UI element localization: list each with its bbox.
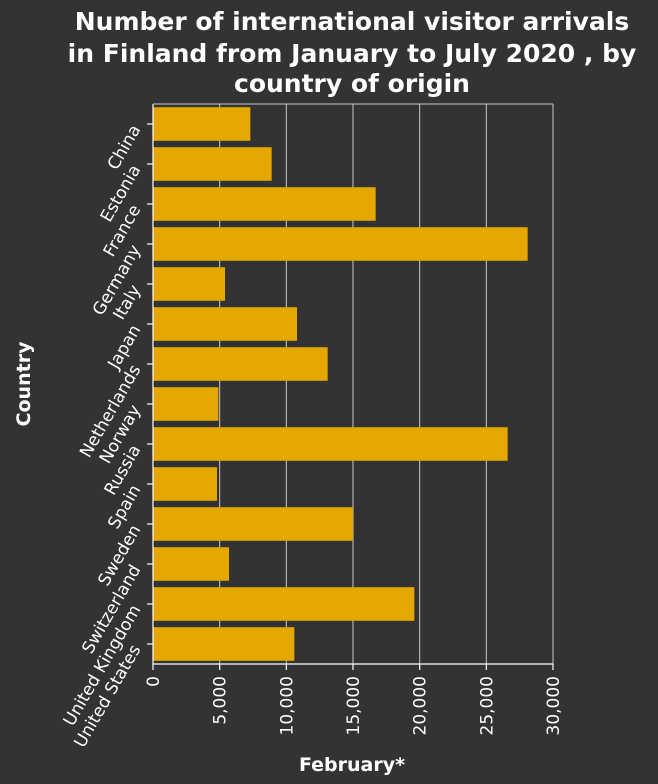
bar-china [153, 107, 251, 141]
bar-sweden [153, 507, 353, 541]
bar-france [153, 187, 376, 221]
title-line-3: country of origin [234, 69, 470, 98]
title-line-1: Number of international visitor arrivals [75, 7, 630, 36]
x-tick-label-0: 0 [144, 676, 164, 687]
chart-title: Number of international visitor arrivals… [68, 7, 637, 98]
bar-netherlands [153, 347, 328, 381]
x-tick-label-4: 20,000 [411, 676, 431, 735]
bar-italy [153, 267, 225, 301]
bars [153, 107, 528, 661]
y-tick-labels: ChinaEstoniaFranceGermanyItalyJapanNethe… [60, 122, 153, 751]
bar-japan [153, 307, 297, 341]
x-tick-label-2: 10,000 [277, 676, 297, 735]
bar-switzerland [153, 547, 229, 581]
x-axis-label: February* [299, 754, 405, 776]
bar-estonia [153, 147, 272, 181]
y-axis-label: Country [13, 341, 35, 427]
x-tick-label-5: 25,000 [477, 676, 497, 735]
title-line-2: in Finland from January to July 2020 , b… [68, 39, 637, 68]
bar-united-states [153, 627, 295, 661]
x-tick-labels: 0 5,000 10,000 15,000 20,000 25,000 30,000 [144, 664, 564, 735]
bar-spain [153, 467, 217, 501]
bar-russia [153, 427, 508, 461]
bar-germany [153, 227, 528, 261]
x-tick-label-3: 15,000 [344, 676, 364, 735]
x-tick-label-6: 30,000 [544, 676, 564, 735]
bar-united-kingdom [153, 587, 415, 621]
bar-norway [153, 387, 219, 421]
x-tick-label-1: 5,000 [211, 676, 231, 725]
